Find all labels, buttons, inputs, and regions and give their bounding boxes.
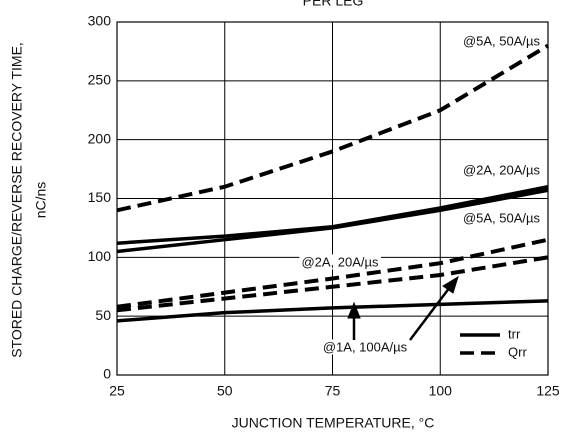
x-tick-label: 50 <box>217 383 233 399</box>
y-tick-label: 150 <box>88 189 112 205</box>
arrow <box>409 286 451 341</box>
y-tick-label: 0 <box>103 366 111 382</box>
arrow-head <box>442 275 459 294</box>
y-tick-label: 300 <box>88 13 112 29</box>
series-line <box>116 43 550 213</box>
y-axis-unit: nC/ns <box>33 182 49 219</box>
y-axis-label: STORED CHARGE/REVERSE RECOVERY TIME, <box>9 42 25 358</box>
plot-frame <box>116 21 549 376</box>
series-line <box>116 255 549 313</box>
legend-box <box>452 322 542 364</box>
arrow-head <box>347 301 361 319</box>
series-line <box>116 237 549 309</box>
series-label: @5A, 50A/µs <box>463 210 541 225</box>
legend-label: Qrr <box>508 344 527 359</box>
series-line <box>116 188 549 254</box>
chart-title: PER LEG <box>303 0 364 9</box>
x-tick-label: 25 <box>109 383 125 399</box>
label-bg <box>460 210 543 226</box>
x-tick-label: 100 <box>429 383 453 399</box>
series-label: @5A, 50A/µs <box>463 33 541 48</box>
x-axis-label: JUNCTION TEMPERATURE, °C <box>232 415 435 431</box>
arrows <box>347 275 459 341</box>
y-tick-label: 100 <box>88 248 112 264</box>
x-tick-label: 125 <box>536 383 560 399</box>
series-label: @2A, 20A/µs <box>463 162 541 177</box>
y-tick-label: 200 <box>88 130 112 146</box>
label-bg <box>299 254 382 270</box>
series-label: @2A, 20A/µs <box>301 254 379 269</box>
label-bg <box>320 339 410 355</box>
lines <box>116 43 550 323</box>
label-bg <box>460 33 543 49</box>
series-line <box>116 299 549 323</box>
x-tick-label: 75 <box>325 383 341 399</box>
series-label: @1A, 100A/µs <box>323 339 408 354</box>
legend: trr Qrr <box>452 322 542 364</box>
y-tick-label: 50 <box>95 307 111 323</box>
annotations: @5A, 50A/µs @2A, 20A/µs @5A, 50A/µs @2A, 20… <box>299 33 543 355</box>
y-tick-label: 250 <box>88 72 112 88</box>
label-bg <box>460 162 543 178</box>
legend-label: trr <box>508 326 521 341</box>
